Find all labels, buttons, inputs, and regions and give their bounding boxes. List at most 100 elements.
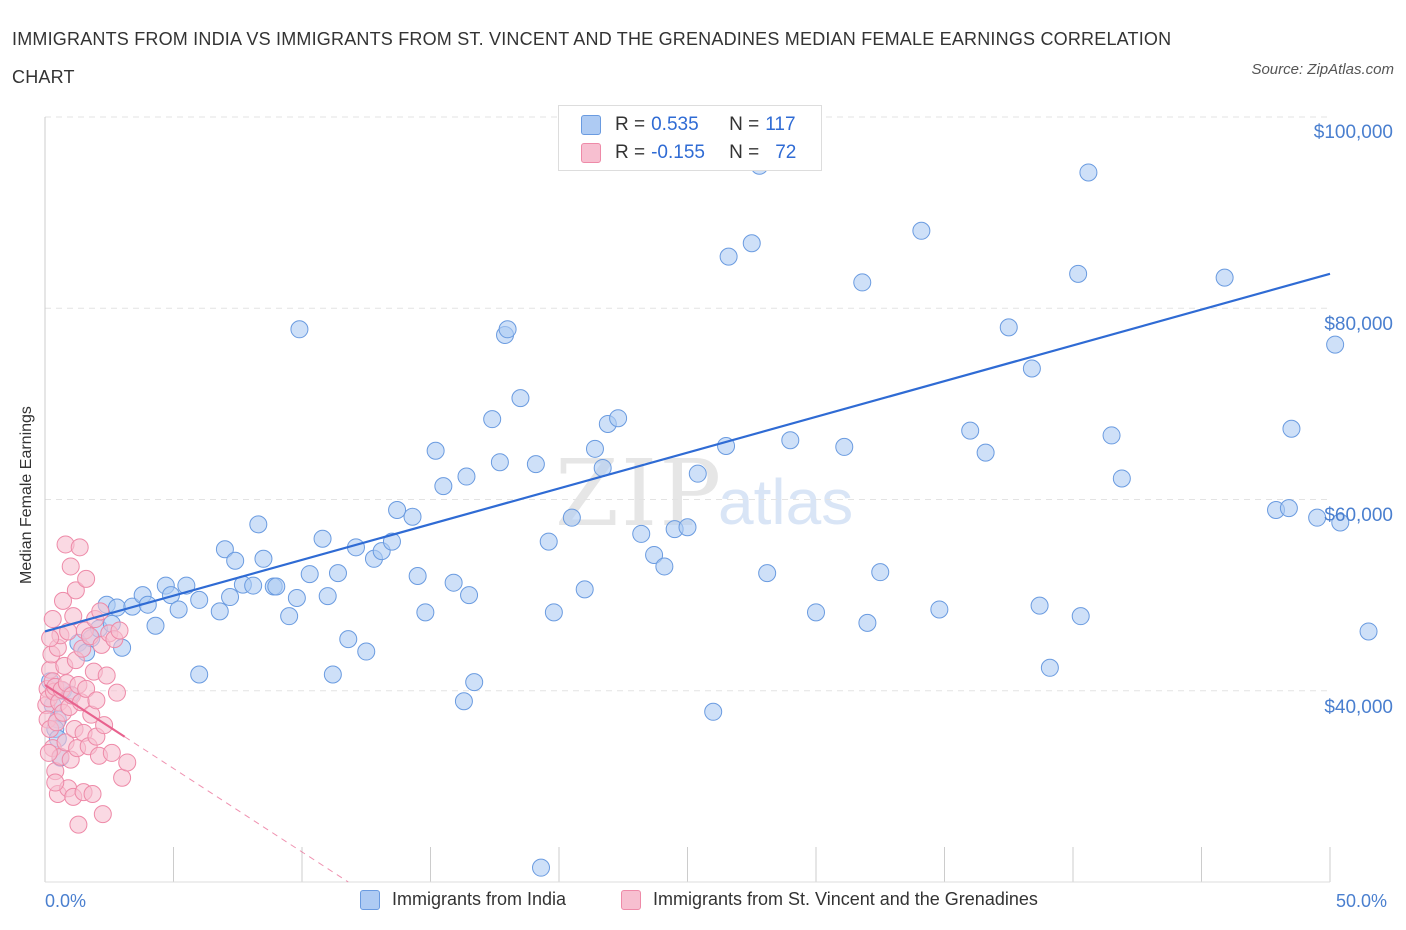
india-point [190,665,209,684]
india-point [575,580,594,599]
india-point [280,607,299,626]
india-point [930,600,949,619]
svg-point [43,610,62,629]
svg-point [66,581,85,600]
india-point [483,410,502,429]
india-point [465,673,484,692]
india-point [169,600,188,619]
india-point [526,455,545,474]
india-point [457,467,476,486]
india-point [323,665,342,684]
india-point [249,515,268,534]
india-point [498,320,517,339]
india-point [742,234,761,253]
y-tick-label: $80,000 [1324,314,1393,335]
stats-legend: R = 0.535 N = 117 R = -0.155 N = 72 [558,105,822,171]
r-label: R = [615,142,646,163]
india-point [460,586,479,605]
india-point [853,273,872,292]
svg-point [97,666,116,685]
n-label: N = [729,142,760,163]
india-point [210,602,229,621]
svg-trend-line-extrapolated [124,736,349,883]
y-tick-label: $40,000 [1324,697,1393,718]
india-trend-line [44,272,1331,633]
svg-trend-line [44,684,126,738]
svg-point [61,557,80,576]
india-point [632,524,651,543]
india-point [585,439,604,458]
india-point [562,508,581,527]
india-point [1030,596,1049,615]
legend-label-india: Immigrants from India [392,889,567,909]
source-note: Source: ZipAtlas.com [1251,61,1394,78]
india-point [1279,499,1298,518]
india-point [1326,335,1345,354]
india-point [300,565,319,584]
svg-point [113,768,132,787]
svg-point [107,683,126,702]
india-point [454,692,473,711]
india-point [544,603,563,622]
india-point [539,532,558,551]
india-point [704,702,723,721]
svg-point [41,629,60,648]
india-point [416,603,435,622]
svg-point [93,805,112,824]
legend-swatch-india [360,889,380,910]
india-point [1079,163,1098,182]
india-point [287,588,306,607]
legend-item-india: Immigrants from India [360,889,566,910]
x-tick-label-min: 0.0% [45,891,87,911]
legend-label-svg: Immigrants from St. Vincent and the Gren… [653,889,1038,909]
svg-point [39,743,58,762]
india-point [403,507,422,526]
india-point [1112,469,1131,488]
india-point [490,453,509,472]
stats-row-svg: R = -0.155 N = 72 [581,140,796,166]
india-point [1102,426,1121,445]
india-point [388,501,407,520]
legend-swatch-svg [621,889,641,910]
india-point [1331,513,1350,532]
svg-point [53,591,72,610]
india-point [655,557,674,576]
india-point [912,221,931,240]
india-point [781,431,800,450]
svg-point [118,753,137,772]
y-tick-label: $60,000 [1324,505,1393,526]
india-swatch [581,115,601,135]
n-value: 117 [765,114,796,135]
india-point [758,564,777,583]
india-point [426,441,445,460]
india-point [532,858,551,877]
india-point [408,567,427,585]
r-value: 0.535 [651,114,699,135]
india-point [1308,508,1327,527]
india-point [688,464,707,483]
india-point [858,613,877,632]
india-point [976,443,995,462]
svg-point [87,691,106,710]
india-point [1022,359,1041,378]
india-point [339,630,358,649]
india-point [1071,607,1090,626]
y-tick-label: $100,000 [1313,122,1393,143]
india-point [645,545,664,564]
india-point [835,437,854,456]
india-point [318,587,337,606]
svg-point [110,621,129,640]
india-point [254,549,273,568]
india-point [444,573,463,592]
india-point [434,477,453,496]
india-point [267,577,286,596]
chart-title: IMMIGRANTS FROM INDIA VS IMMIGRANTS FROM… [12,29,1172,87]
n-label: N = [729,114,760,135]
india-point [1040,658,1059,677]
india-point [190,590,209,609]
x-tick-label-max: 50.0% [1336,891,1388,911]
india-point [357,642,376,661]
svg-swatch [581,143,601,163]
india-point [244,576,263,595]
